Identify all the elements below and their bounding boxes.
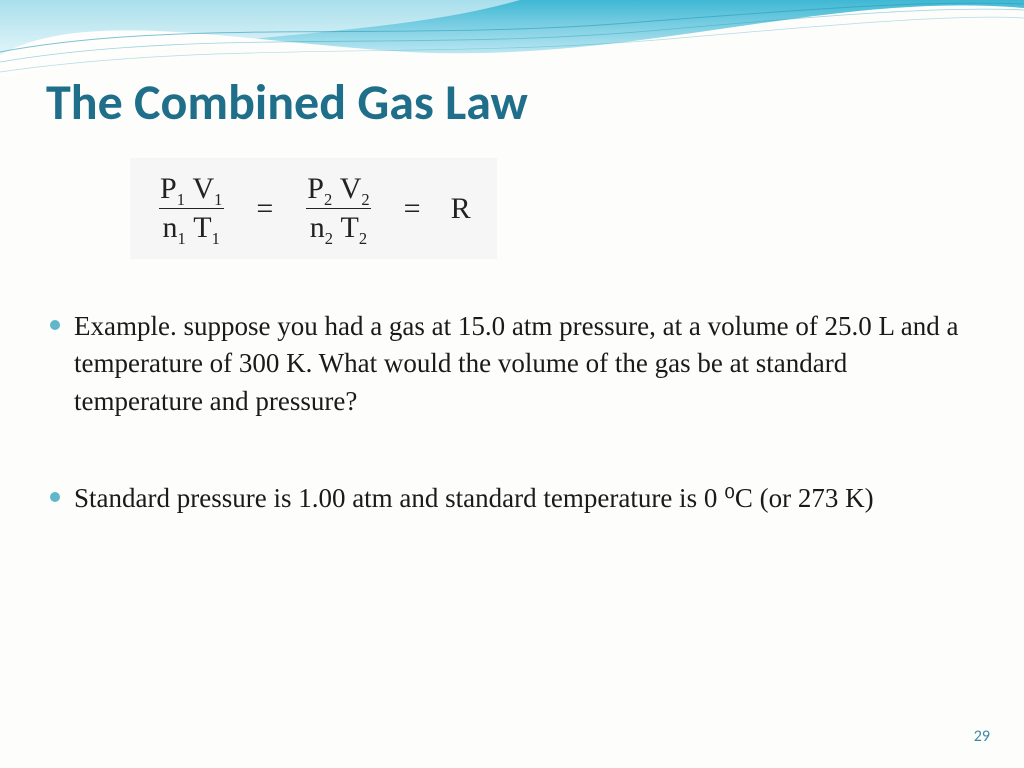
bullet-item: Standard pressure is 1.00 atm and standa… [50, 480, 964, 517]
bullet-text: Example. suppose you had a gas at 15.0 a… [74, 308, 964, 420]
page-number: 29 [974, 727, 990, 746]
bullet-text: Standard pressure is 1.00 atm and standa… [74, 480, 874, 517]
equals-2: = [398, 192, 427, 226]
bullet-icon [50, 492, 60, 502]
formula: P1 V1 n1 T1 = P2 V2 n2 T2 = R [130, 158, 497, 259]
formula-rhs: R [451, 192, 471, 226]
slide-title: The Combined Gas Law [46, 72, 528, 133]
slide-body: Example. suppose you had a gas at 15.0 a… [50, 308, 964, 577]
bullet-icon [50, 320, 60, 330]
equals-1: = [250, 192, 279, 226]
bullet-item: Example. suppose you had a gas at 15.0 a… [50, 308, 964, 420]
